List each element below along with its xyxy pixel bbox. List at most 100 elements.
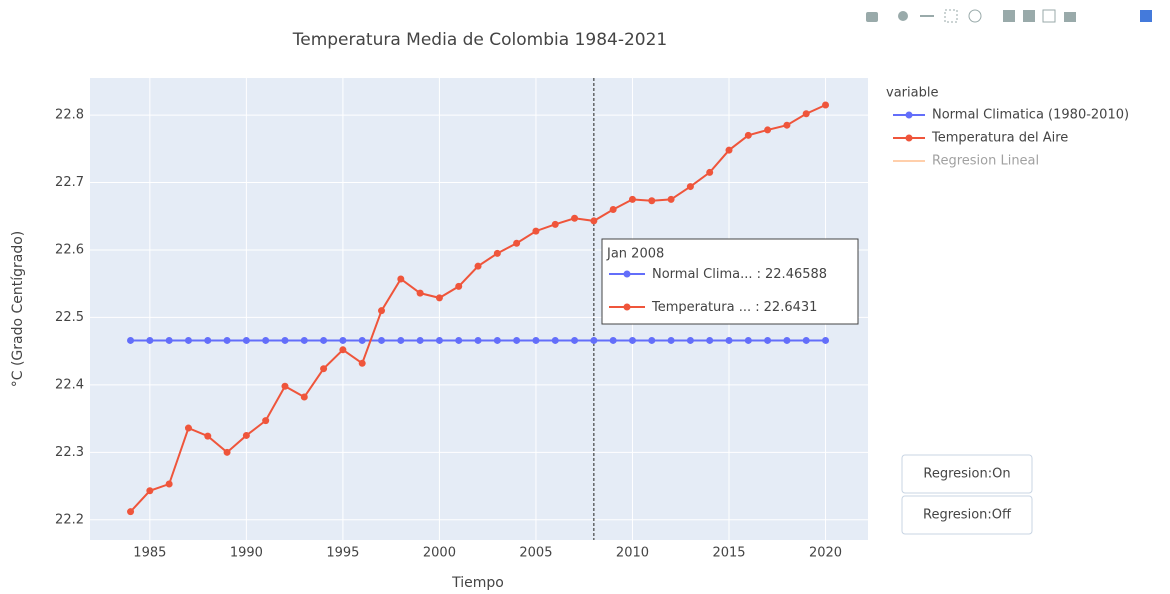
data-point (609, 336, 617, 344)
data-point (397, 275, 405, 283)
tooltip-marker (623, 303, 631, 311)
x-tick-label: 1985 (133, 546, 166, 561)
home-icon[interactable] (1064, 12, 1076, 22)
data-point (455, 282, 463, 290)
data-point (802, 110, 810, 118)
data-point (571, 336, 579, 344)
data-point (513, 239, 521, 247)
tooltip-item: Temperatura ... : 22.6431 (651, 300, 817, 315)
pan-icon[interactable] (920, 15, 934, 17)
data-point (474, 336, 482, 344)
data-point (802, 336, 810, 344)
data-point (725, 336, 733, 344)
data-point (184, 424, 192, 432)
data-point (493, 336, 501, 344)
y-tick-label: 22.7 (55, 175, 84, 190)
tooltip-value: 22.46588 (765, 267, 827, 282)
y-tick-label: 22.3 (55, 445, 84, 460)
data-point (783, 336, 791, 344)
data-point (493, 249, 501, 257)
camera-icon[interactable] (866, 12, 878, 22)
button-box[interactable] (901, 454, 1033, 494)
data-point (590, 217, 598, 225)
data-point (764, 336, 772, 344)
data-point (551, 336, 559, 344)
legend-item[interactable]: Temperatura del Aire (893, 131, 1068, 146)
data-point (532, 227, 540, 235)
data-point (146, 487, 154, 495)
x-tick-label: 1990 (230, 546, 263, 561)
x-tick-label: 2000 (423, 546, 456, 561)
data-point (262, 336, 270, 344)
data-point (358, 336, 366, 344)
data-point (667, 195, 675, 203)
legend-label: Normal Climatica (1980-2010) (932, 108, 1129, 123)
data-point (300, 336, 308, 344)
data-point (822, 101, 830, 109)
data-point (397, 336, 405, 344)
plotly-logo[interactable] (1140, 10, 1152, 22)
zoom-out-icon[interactable] (1023, 10, 1035, 22)
x-tick-label: 2015 (712, 546, 745, 561)
hover-tooltip: Jan 2008 Normal Clima... : 22.46588 Tempera… (601, 238, 859, 325)
y-tick-label: 22.2 (55, 512, 84, 527)
data-point (822, 336, 830, 344)
lasso-icon[interactable] (968, 9, 982, 23)
select-icon[interactable] (944, 9, 958, 23)
x-tick-label: 1995 (326, 546, 359, 561)
button[interactable]: Regresion:Off (901, 495, 1033, 535)
y-axis-label: °C (Grado Centígrado) (10, 231, 26, 388)
button-label[interactable]: Regresion:On (923, 467, 1010, 482)
button-box[interactable] (901, 495, 1033, 535)
zoom-in-icon[interactable] (1003, 10, 1015, 22)
data-point (686, 336, 694, 344)
legend-item[interactable]: Regresion Lineal (893, 154, 1039, 169)
data-point (378, 307, 386, 315)
zoom-icon[interactable] (898, 11, 908, 21)
y-tick-label: 22.4 (55, 377, 84, 392)
button[interactable]: Regresion:On (901, 454, 1033, 494)
data-point (165, 480, 173, 488)
legend-title: variable (886, 86, 938, 101)
data-point (378, 336, 386, 344)
data-point (667, 336, 675, 344)
autoscale-icon[interactable] (1042, 9, 1056, 23)
data-point (339, 336, 347, 344)
data-point (686, 183, 694, 191)
data-point (223, 336, 231, 344)
legend-marker (905, 111, 913, 119)
data-point (242, 431, 250, 439)
tooltip-value: 22.6431 (764, 300, 818, 315)
legend-label: Temperatura del Aire (931, 131, 1068, 146)
data-point (262, 417, 270, 425)
data-point (320, 365, 328, 373)
data-point (281, 382, 289, 390)
data-point (204, 336, 212, 344)
data-point (628, 195, 636, 203)
tooltip-item: Normal Clima... : 22.46588 (652, 267, 827, 282)
button-label[interactable]: Regresion:Off (923, 508, 1012, 523)
data-point (204, 432, 212, 440)
y-tick-label: 22.8 (55, 108, 84, 123)
legend-item[interactable]: Normal Climatica (1980-2010) (893, 108, 1129, 123)
tooltip-label: Temperatura ... : (651, 300, 760, 315)
data-point (551, 220, 559, 228)
toolbar (866, 9, 1152, 23)
data-point (300, 393, 308, 401)
data-point (416, 336, 424, 344)
data-point (783, 121, 791, 129)
data-point (725, 146, 733, 154)
data-point (127, 336, 135, 344)
data-point (127, 508, 135, 516)
chart-title: Temperatura Media de Colombia 1984-2021 (292, 30, 668, 50)
data-point (590, 336, 598, 344)
data-point (416, 289, 424, 297)
data-point (571, 214, 579, 222)
data-point (744, 336, 752, 344)
data-point (146, 336, 154, 344)
data-point (242, 336, 250, 344)
data-point (184, 336, 192, 344)
data-point (706, 168, 714, 176)
data-point (648, 197, 656, 205)
